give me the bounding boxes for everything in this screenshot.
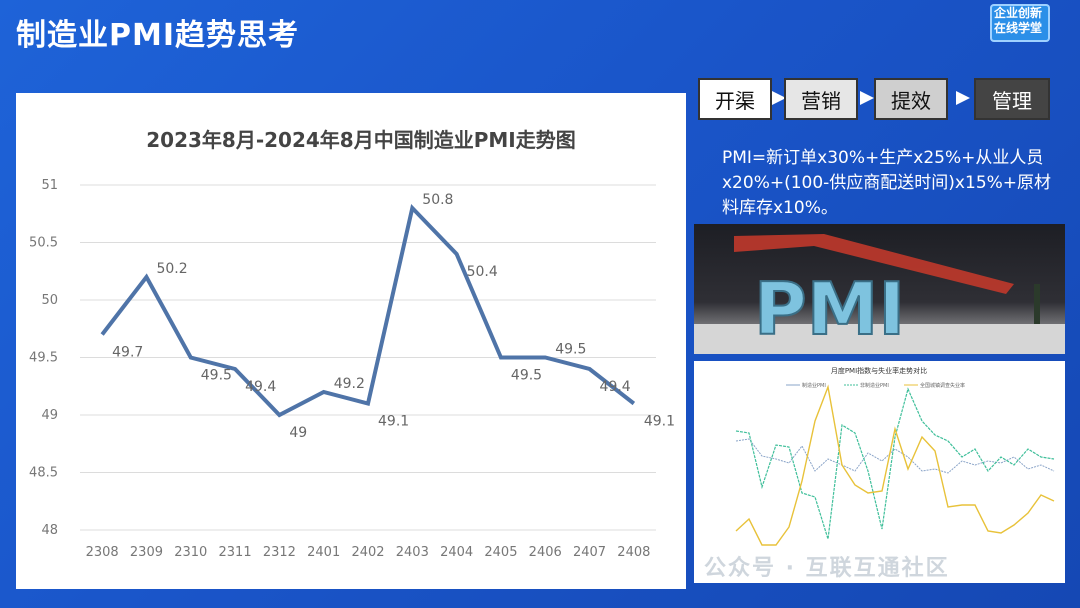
- brand-logo: 企业创新 在线学堂: [990, 4, 1050, 42]
- mini-chart-title: 月度PMI指数与失业率走势对比: [831, 366, 927, 375]
- y-tick-label: 51: [41, 178, 58, 193]
- x-tick-label: 2407: [573, 545, 606, 560]
- y-tick-label: 50.5: [29, 236, 58, 251]
- y-tick-label: 50: [41, 293, 58, 308]
- data-label: 49.5: [511, 368, 542, 384]
- mini-legend-1: 制造业PMI: [802, 382, 826, 389]
- x-tick-label: 2404: [440, 545, 473, 560]
- x-tick-label: 2402: [351, 545, 384, 560]
- data-label: 49.1: [644, 414, 675, 430]
- x-tick-label: 2406: [529, 545, 562, 560]
- logo-line-2: 在线学堂: [994, 21, 1043, 35]
- x-tick-label: 2309: [130, 545, 163, 560]
- flow-step-3: 提效: [874, 78, 948, 120]
- x-tick-label: 2311: [219, 545, 252, 560]
- process-flow: 开渠 营销 提效 管理: [698, 78, 1058, 124]
- y-tick-label: 48: [41, 523, 58, 538]
- y-tick-label: 49: [41, 408, 58, 423]
- x-tick-label: 2310: [174, 545, 207, 560]
- flow-step-4: 管理: [974, 78, 1050, 120]
- x-tick-label: 2401: [307, 545, 340, 560]
- mini-legend-2: 非制造业PMI: [860, 382, 889, 389]
- x-tick-label: 2403: [396, 545, 429, 560]
- arrow-right-icon: [956, 91, 970, 105]
- pmi-formula: PMI=新订单x30%+生产x25%+从业人员x20%+(100-供应商配送时间…: [722, 148, 1052, 218]
- data-label: 49.1: [378, 414, 409, 430]
- y-tick-label: 49.5: [29, 351, 58, 366]
- arrow-right-icon: [860, 91, 874, 105]
- data-label: 50.8: [422, 192, 453, 208]
- page-title: 制造业PMI趋势思考: [16, 18, 300, 53]
- logo-line-1: 企业创新: [994, 6, 1043, 20]
- data-label: 50.2: [156, 261, 187, 277]
- mini-legend-3: 全国城镇调查失业率: [920, 382, 965, 389]
- flow-step-1: 开渠: [698, 78, 772, 120]
- data-label: 49.5: [201, 368, 232, 384]
- data-label: 50.4: [467, 264, 498, 280]
- data-label: 49.4: [600, 379, 631, 395]
- watermark-text: 公众号 · 互联互通社区: [704, 556, 950, 581]
- data-label: 49.4: [245, 379, 276, 395]
- chart-title: 2023年8月-2024年8月中国制造业PMI走势图: [146, 128, 575, 152]
- x-tick-label: 2408: [617, 545, 650, 560]
- x-tick-label: 2405: [484, 545, 517, 560]
- data-label: 49.7: [112, 345, 143, 361]
- pmi-chart-panel: 2023年8月-2024年8月中国制造业PMI走势图 48 48.5 49 49.5 5…: [16, 93, 686, 589]
- x-tick-label: 2312: [263, 545, 296, 560]
- x-tick-label: 2308: [86, 545, 119, 560]
- pmi-line-chart: 2023年8月-2024年8月中国制造业PMI走势图 48 48.5 49 49.5 5…: [29, 128, 675, 560]
- pmi-3d-letters: PMI: [754, 267, 905, 351]
- pmi-unemployment-chart: 月度PMI指数与失业率走势对比 制造业PMI 非制造业PMI 全国城镇调查失业率: [694, 361, 1065, 583]
- data-label: 49.5: [555, 342, 586, 358]
- data-label: 49.2: [334, 376, 365, 392]
- arrow-right-icon: [772, 91, 786, 105]
- data-label: 49: [289, 425, 307, 441]
- pmi-illustration: PMI: [694, 224, 1065, 354]
- flow-step-2: 营销: [784, 78, 858, 120]
- series-line: [100, 203, 636, 418]
- y-tick-label: 48.5: [29, 466, 58, 481]
